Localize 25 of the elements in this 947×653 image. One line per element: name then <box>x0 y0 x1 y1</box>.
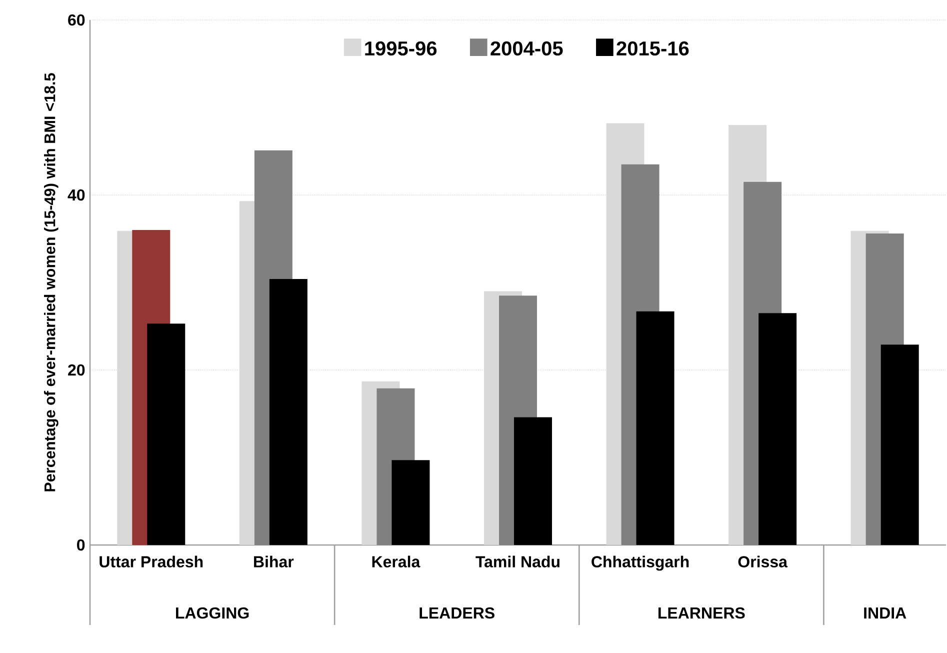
bar <box>392 460 430 545</box>
text: LEARNERS <box>658 607 745 619</box>
x-tick-label: Uttar Pradesh <box>100 556 203 568</box>
bar <box>269 278 308 545</box>
bar <box>758 313 797 545</box>
x-tick-label: Bihar <box>254 556 294 568</box>
x-tick-label: Orissa <box>738 556 788 568</box>
text: INDIA <box>864 607 906 618</box>
text: LAGGING <box>176 607 249 619</box>
x-tick-label: Kerala <box>372 556 420 568</box>
bar <box>147 324 186 545</box>
legend-label: 1995-96 <box>365 41 437 56</box>
x-tick-label: Tamil Nadu <box>476 556 560 568</box>
y-tick-label: 20 <box>68 364 85 376</box>
text: LEADERS <box>420 607 494 619</box>
y-tick-label: 0 <box>77 539 85 551</box>
y-tick-label: 40 <box>68 189 85 201</box>
x-tick-label: Chhattisgarh <box>592 556 689 571</box>
bar <box>636 311 674 545</box>
legend-label: 2004-05 <box>490 41 563 56</box>
legend-label: 2015-16 <box>616 41 689 56</box>
y-tick-label: 60 <box>68 14 85 26</box>
y-axis-title: Percentage of ever-married women (15-49) with BMI <18.5 <box>44 73 58 492</box>
bar <box>880 344 919 545</box>
bar <box>514 417 552 545</box>
